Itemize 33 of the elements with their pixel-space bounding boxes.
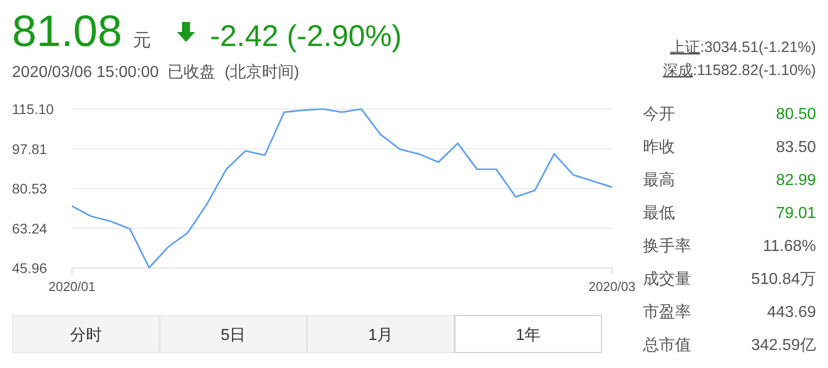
text: 510.84万 <box>751 271 816 288</box>
x-tick-label: 2020/01 <box>48 279 96 294</box>
chart-subtitle: 2020/03/06 15:00:00 已收盘 (北京时间) <box>12 63 300 81</box>
text: 11.68% <box>762 238 816 255</box>
text: 82.99 <box>776 172 816 189</box>
text: 最高 <box>643 171 675 189</box>
text: 342.59亿 <box>751 337 816 354</box>
text: 79.01 <box>776 205 816 222</box>
text: 深成:11582.82(-1.10%) <box>662 62 816 79</box>
y-tick-label: 45.96 <box>12 260 48 276</box>
text: 今开 <box>643 106 675 123</box>
text: 5日 <box>220 327 246 344</box>
text: 83.50 <box>776 139 816 156</box>
text: 元 <box>133 30 151 50</box>
text: 分时 <box>70 326 102 344</box>
text: 最低 <box>643 205 675 222</box>
text: 昨收 <box>643 139 675 156</box>
text: -2.42 (-2.90%) <box>210 20 402 53</box>
text: 80.50 <box>776 106 816 123</box>
text: 1月 <box>368 327 394 344</box>
y-tick-label: 115.10 <box>12 101 54 117</box>
y-tick-label: 63.24 <box>12 220 48 236</box>
text: 换手率 <box>643 237 691 255</box>
text: 443.69 <box>767 304 816 321</box>
y-tick-label: 97.81 <box>12 140 48 157</box>
chart-title: 81.08 <box>12 7 122 56</box>
text: 总市值 <box>642 336 691 354</box>
text: 上证:3034.51(-1.21%) <box>670 39 816 56</box>
text: 成交量 <box>643 270 691 288</box>
text: 市盈率 <box>643 303 691 321</box>
y-tick-label: 80.53 <box>12 180 48 196</box>
x-tick-label: 2020/03 <box>588 279 636 294</box>
text: 1年 <box>516 327 541 344</box>
